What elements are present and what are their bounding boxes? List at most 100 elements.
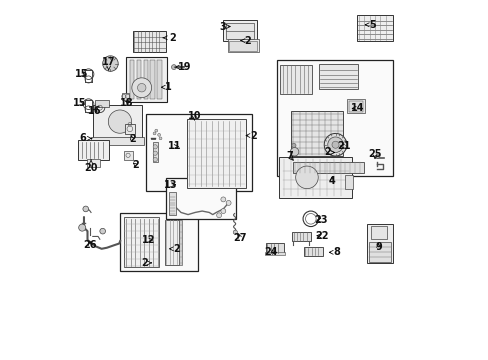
Circle shape [132,78,151,98]
Circle shape [221,197,225,202]
Bar [91,137,143,145]
Bar [303,247,323,256]
Bar [143,60,148,99]
Bar [123,151,132,159]
Bar [370,226,386,239]
Bar [227,39,258,52]
Bar [120,213,198,271]
Circle shape [233,230,237,234]
Text: 19: 19 [175,62,191,72]
Bar [348,101,362,112]
Bar [166,178,236,219]
Bar [130,60,134,99]
Bar [264,252,284,255]
Text: 4: 4 [328,176,335,186]
Circle shape [158,134,160,136]
Bar [157,60,162,99]
Circle shape [327,137,343,153]
Text: 24: 24 [264,247,277,257]
Bar [137,60,141,99]
Circle shape [153,157,157,162]
Text: 27: 27 [233,233,246,243]
Bar [368,242,390,262]
Text: 16: 16 [88,106,101,116]
Bar [280,65,312,94]
Bar [87,159,100,167]
Text: 2: 2 [169,244,180,254]
Bar [179,220,182,265]
Text: 20: 20 [84,160,98,173]
Text: 2: 2 [241,36,250,46]
Circle shape [171,65,176,69]
Bar [78,140,109,159]
Text: 5: 5 [365,20,375,30]
Text: 13: 13 [163,180,177,190]
Bar [145,114,251,191]
Bar [228,41,257,51]
Bar [319,64,357,89]
Circle shape [159,137,162,140]
Bar [292,231,310,242]
Circle shape [331,141,338,148]
Text: 1: 1 [161,82,172,92]
Circle shape [221,208,225,213]
Text: 2: 2 [324,148,334,157]
Text: 2: 2 [132,160,139,170]
Circle shape [108,110,131,133]
Bar [293,162,363,173]
Bar [279,157,352,198]
Bar [225,23,254,39]
Bar [346,99,365,113]
Text: 8: 8 [328,247,340,257]
Text: 10: 10 [187,112,201,121]
Bar [165,220,179,265]
Circle shape [153,145,157,149]
Text: 11: 11 [167,141,181,152]
Text: 23: 23 [314,215,327,225]
Bar [169,192,175,215]
Circle shape [295,166,318,189]
Text: 18: 18 [119,98,133,108]
Circle shape [216,213,221,218]
Circle shape [83,206,88,212]
Bar [93,105,142,138]
Text: 26: 26 [83,240,97,250]
Circle shape [153,151,157,155]
Circle shape [291,143,295,148]
Bar [123,217,159,267]
Text: 7: 7 [285,151,293,161]
Bar [357,15,392,41]
Bar [366,224,392,263]
Circle shape [375,154,379,158]
Text: 17: 17 [102,57,115,70]
Text: 2: 2 [163,33,175,43]
Text: 12: 12 [142,235,155,245]
Bar [345,175,352,189]
Circle shape [290,148,298,156]
Bar [223,20,256,41]
Text: 2: 2 [245,131,257,140]
Bar [126,57,166,102]
Bar [124,123,135,134]
Circle shape [79,224,85,231]
Circle shape [137,84,145,92]
Text: 6: 6 [80,133,92,143]
Bar [265,243,284,253]
Circle shape [155,129,158,132]
Text: 25: 25 [367,149,381,159]
Bar [152,142,158,162]
Text: 22: 22 [315,231,328,241]
Circle shape [225,201,231,206]
Circle shape [324,134,346,156]
Circle shape [102,56,118,71]
Text: 21: 21 [337,141,350,151]
Text: 14: 14 [350,103,364,113]
Circle shape [100,228,105,234]
Bar [290,111,343,156]
Text: 9: 9 [374,242,381,252]
Circle shape [153,132,156,135]
Bar [150,60,155,99]
Text: 15: 15 [75,69,88,79]
Text: 2: 2 [129,134,135,144]
Bar [276,60,392,176]
